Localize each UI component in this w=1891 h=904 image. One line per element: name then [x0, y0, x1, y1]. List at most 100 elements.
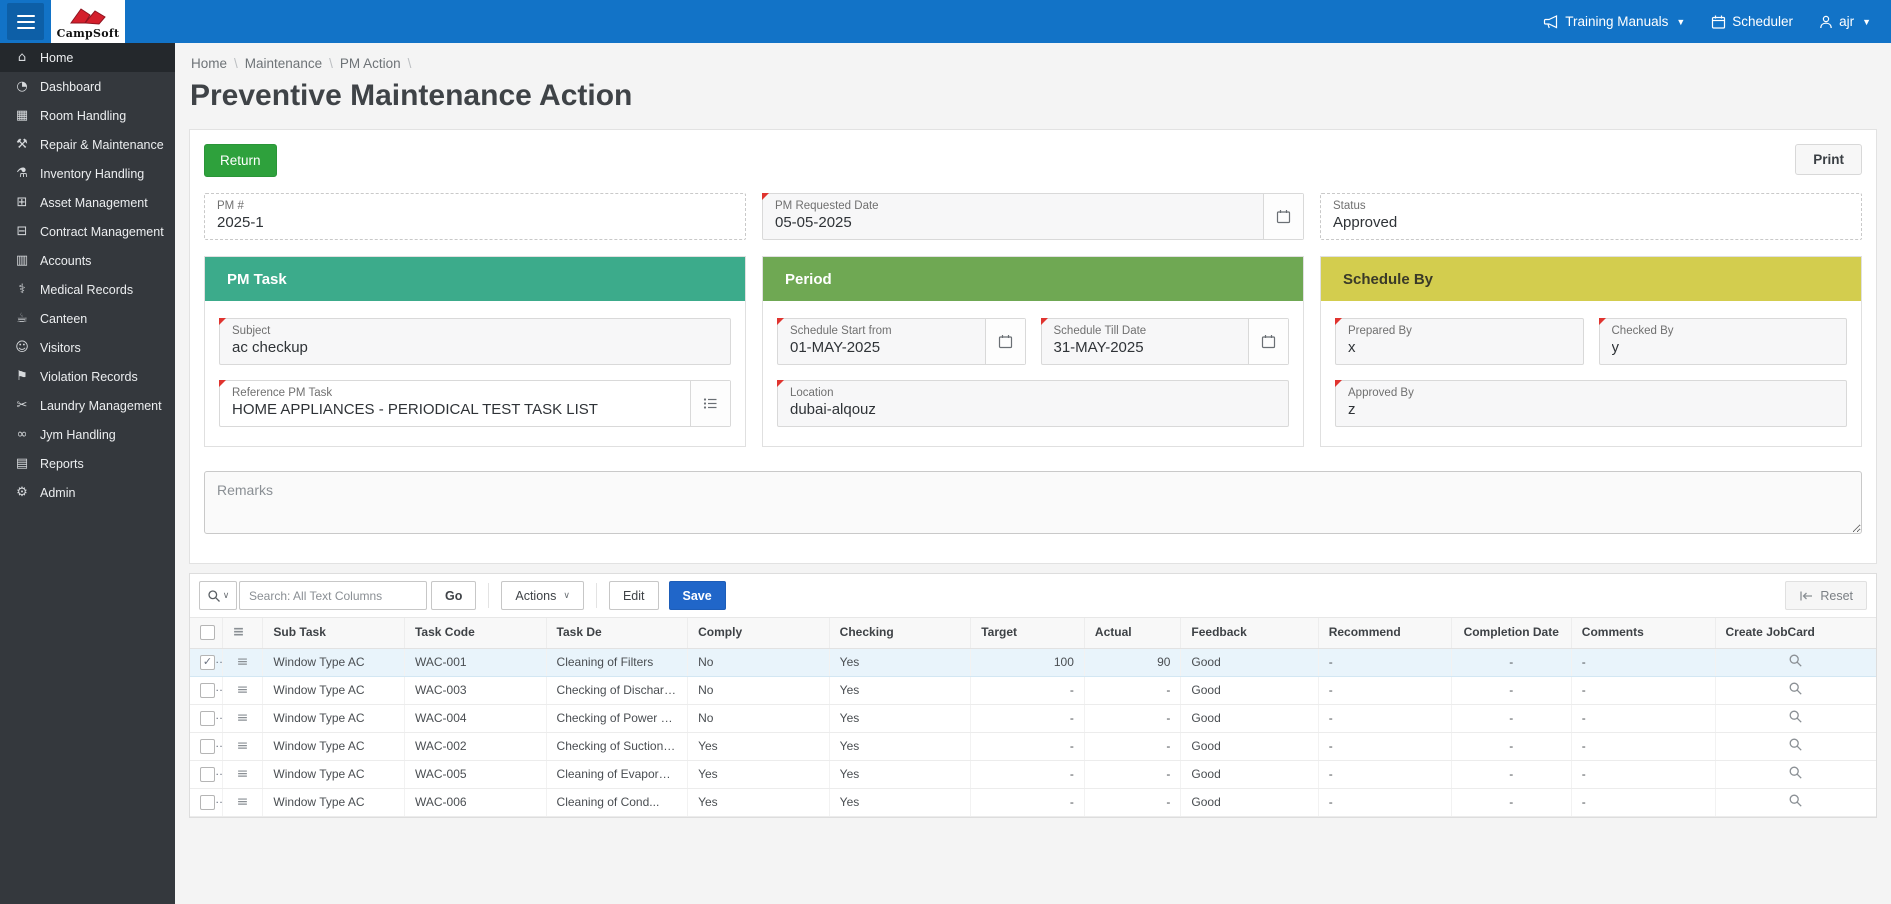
- row-checkbox[interactable]: [200, 683, 215, 698]
- grid-search-input[interactable]: [239, 581, 427, 610]
- training-manuals-menu[interactable]: Training Manuals ▼: [1543, 14, 1685, 29]
- column-header-feedback[interactable]: Feedback: [1181, 618, 1318, 648]
- column-header-create-jobcard[interactable]: Create JobCard: [1715, 618, 1876, 648]
- column-header-task-de[interactable]: Task De: [546, 618, 688, 648]
- search-options-button[interactable]: ∨: [199, 581, 237, 610]
- column-header-completion-date[interactable]: Completion Date: [1451, 618, 1571, 648]
- create-jobcard-search-icon[interactable]: [1788, 709, 1803, 727]
- hamburger-menu-button[interactable]: [7, 3, 44, 40]
- schedule-start-date-picker-button[interactable]: [985, 319, 1025, 364]
- row-checkbox[interactable]: [200, 767, 215, 782]
- reference-pm-task-field[interactable]: Reference PM Task HOME APPLIANCES - PERI…: [219, 380, 731, 427]
- subtask-grid-card: ∨ Go Actions ∨ Edit Save Reset: [189, 573, 1877, 818]
- sidebar-item-admin[interactable]: ⚙Admin: [0, 478, 175, 507]
- create-jobcard-search-icon[interactable]: [1788, 793, 1803, 811]
- actions-menu-button[interactable]: Actions ∨: [501, 581, 584, 610]
- return-button[interactable]: Return: [204, 144, 277, 177]
- sidebar-item-contract-management[interactable]: ⊟Contract Management: [0, 217, 175, 246]
- cell-checking: Yes: [829, 760, 971, 788]
- go-button[interactable]: Go: [431, 581, 476, 610]
- row-menu-icon[interactable]: ≡: [237, 766, 249, 782]
- row-menu-icon[interactable]: ≡: [237, 682, 249, 698]
- sidebar-item-dashboard[interactable]: ◔Dashboard: [0, 72, 175, 101]
- cell-comments: -: [1571, 788, 1715, 816]
- sidebar-item-label: Accounts: [40, 254, 91, 268]
- create-jobcard-search-icon[interactable]: [1788, 765, 1803, 783]
- row-checkbox[interactable]: [200, 711, 215, 726]
- sidebar-item-laundry-management[interactable]: ✂Laundry Management: [0, 391, 175, 420]
- prepared-by-field[interactable]: Prepared By x: [1335, 318, 1584, 365]
- create-jobcard-search-icon[interactable]: [1788, 681, 1803, 699]
- schedule-till-field[interactable]: Schedule Till Date 31-MAY-2025: [1041, 318, 1290, 365]
- list-icon: [703, 397, 718, 410]
- location-field[interactable]: Location dubai-alqouz: [777, 380, 1289, 427]
- sidebar-item-asset-management[interactable]: ⊞Asset Management: [0, 188, 175, 217]
- column-header-comply[interactable]: Comply: [688, 618, 830, 648]
- subject-field[interactable]: Subject ac checkup: [219, 318, 731, 365]
- column-header-task-code[interactable]: Task Code: [404, 618, 546, 648]
- remarks-textarea[interactable]: [204, 471, 1862, 534]
- caret-down-icon: ▼: [1676, 17, 1685, 27]
- sidebar-item-violation-records[interactable]: ⚑Violation Records: [0, 362, 175, 391]
- row-menu-icon[interactable]: ≡: [237, 738, 249, 754]
- row-checkbox[interactable]: [200, 739, 215, 754]
- table-row: ≡Window Type ACWAC-003Checking of Discha…: [190, 676, 1876, 704]
- campsoft-logo[interactable]: CampSoft: [51, 0, 125, 43]
- sidebar-item-medical-records[interactable]: ⚕Medical Records: [0, 275, 175, 304]
- column-header-recommend[interactable]: Recommend: [1318, 618, 1451, 648]
- column-header-sub-task[interactable]: Sub Task: [263, 618, 405, 648]
- breadcrumb-item-maintenance[interactable]: Maintenance: [245, 56, 322, 71]
- reset-button[interactable]: Reset: [1785, 581, 1867, 610]
- reference-pm-task-list-button[interactable]: [690, 381, 730, 426]
- table-row: ≡Window Type ACWAC-005Cleaning of Evapor…: [190, 760, 1876, 788]
- pm-number-value: 2025-1: [217, 214, 733, 231]
- header-menu-icon[interactable]: ≡: [233, 624, 245, 640]
- save-button[interactable]: Save: [669, 581, 726, 610]
- medical-icon: ⚕: [14, 282, 30, 297]
- sidebar-item-inventory-handling[interactable]: ⚗Inventory Handling: [0, 159, 175, 188]
- schedule-till-date-picker-button[interactable]: [1248, 319, 1288, 364]
- sidebar-item-reports[interactable]: ▤Reports: [0, 449, 175, 478]
- print-button[interactable]: Print: [1795, 144, 1862, 175]
- select-all-checkbox[interactable]: [200, 625, 215, 640]
- row-menu-icon[interactable]: ≡: [237, 710, 249, 726]
- schedule-start-value: 01-MAY-2025: [790, 339, 973, 356]
- breadcrumb-item-home[interactable]: Home: [191, 56, 227, 71]
- calendar-icon: [1261, 334, 1276, 349]
- create-jobcard-search-icon[interactable]: [1788, 653, 1803, 671]
- cell-task-code: WAC-002: [404, 732, 546, 760]
- breadcrumb-separator: \: [322, 56, 340, 71]
- column-header-checking[interactable]: Checking: [829, 618, 971, 648]
- scheduler-link[interactable]: Scheduler: [1711, 14, 1793, 29]
- checked-by-field[interactable]: Checked By y: [1599, 318, 1848, 365]
- schedule-start-field[interactable]: Schedule Start from 01-MAY-2025: [777, 318, 1026, 365]
- edit-button[interactable]: Edit: [609, 581, 659, 610]
- row-checkbox[interactable]: [200, 795, 215, 810]
- column-header-actual[interactable]: Actual: [1084, 618, 1181, 648]
- calculator-icon: ▥: [14, 253, 30, 268]
- user-menu[interactable]: ajr ▼: [1819, 14, 1871, 29]
- approved-by-field[interactable]: Approved By z: [1335, 380, 1847, 427]
- sidebar-item-canteen[interactable]: ☕Canteen: [0, 304, 175, 333]
- cell-task-code: WAC-003: [404, 676, 546, 704]
- sidebar-item-jym-handling[interactable]: ∞Jym Handling: [0, 420, 175, 449]
- row-checkbox[interactable]: ✓: [200, 655, 215, 670]
- sidebar-item-home[interactable]: ⌂Home: [0, 43, 175, 72]
- cell-comments: -: [1571, 760, 1715, 788]
- pm-requested-date-picker-button[interactable]: [1263, 194, 1303, 239]
- gear-icon: ⚙: [14, 485, 30, 500]
- row-menu-icon[interactable]: ≡: [237, 794, 249, 810]
- column-header-target[interactable]: Target: [971, 618, 1085, 648]
- row-menu-icon[interactable]: ≡: [237, 654, 249, 670]
- sidebar-item-repair-maintenance[interactable]: ⚒Repair & Maintenance: [0, 130, 175, 159]
- sidebar-item-room-handling[interactable]: ▦Room Handling: [0, 101, 175, 130]
- column-header-comments[interactable]: Comments: [1571, 618, 1715, 648]
- cell-recommend: -: [1318, 704, 1451, 732]
- create-jobcard-search-icon[interactable]: [1788, 737, 1803, 755]
- cell-actual: -: [1084, 732, 1181, 760]
- pm-requested-date-field[interactable]: PM Requested Date 05-05-2025: [762, 193, 1304, 240]
- sidebar-item-visitors[interactable]: ☺Visitors: [0, 333, 175, 362]
- breadcrumb-item-pm-action[interactable]: PM Action: [340, 56, 401, 71]
- sidebar-item-accounts[interactable]: ▥ Accounts: [0, 246, 175, 275]
- subject-value: ac checkup: [232, 339, 718, 356]
